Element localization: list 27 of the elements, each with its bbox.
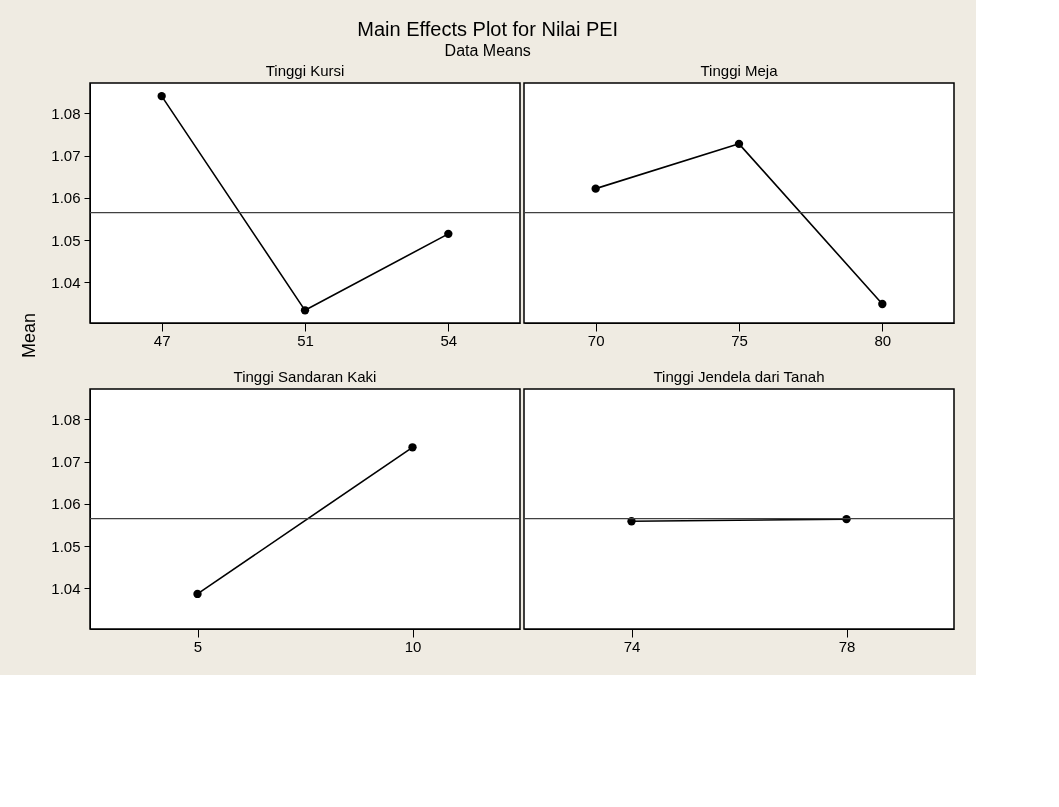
x-tick-label: 5 [193,637,203,655]
x-tick-label: 80 [874,331,892,349]
y-tick-label: 1.08 [51,410,81,428]
y-tick-label: 1.05 [51,231,81,249]
y-axis-title: Mean [19,312,40,359]
x-tick-label: 70 [587,331,605,349]
x-tick-label: 78 [838,637,856,655]
legend-title: Tinggi Sandaran Kaki [233,368,377,385]
y-tick-label: 1.06 [51,189,81,207]
y-tick-label: 1.04 [51,579,81,597]
y-tick-label: 1.06 [51,495,81,513]
x-tick-label: 54 [440,331,458,349]
y-tick-label: 1.07 [51,453,81,471]
y-tick-label: 1.07 [51,147,81,165]
chart-subtitle: Data Means [444,42,531,60]
x-tick-label: 10 [404,637,422,655]
x-tick-label: 75 [731,331,748,349]
legend-title: Tinggi Kursi [265,62,345,79]
x-tick-label: 47 [153,331,171,349]
y-tick-label: 1.04 [51,273,81,291]
chart-title: Main Effects Plot for Nilai PEI [357,18,619,41]
legend-title: Tinggi Jendela dari Tanah [653,368,825,385]
y-tick-label: 1.08 [51,104,81,122]
x-tick-label: 51 [297,331,314,349]
y-tick-label: 1.05 [51,537,81,555]
x-tick-label: 74 [623,637,641,655]
legend-title: Tinggi Meja [700,62,779,79]
